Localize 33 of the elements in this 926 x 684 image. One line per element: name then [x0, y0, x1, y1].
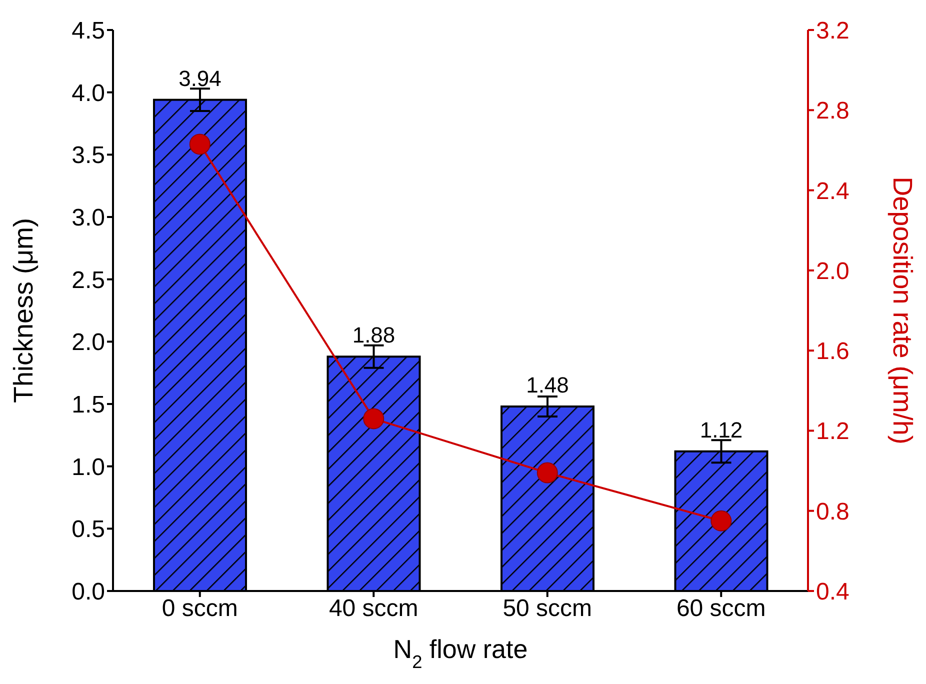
y-tick-label: 2.5: [72, 266, 105, 294]
y2-tick-label: 2.0: [816, 258, 850, 285]
x-tick-label: 50 sccm: [502, 595, 592, 622]
y-tick-label: 0.5: [72, 516, 105, 544]
data-label: 1.48: [526, 372, 569, 398]
y-tick-label: 2.0: [72, 329, 105, 356]
point: [536, 462, 558, 484]
y2-axis-title: Deposition rate (μm/h): [887, 176, 918, 444]
data-label: 3.94: [178, 66, 222, 91]
x-tick-label: 60 sccm: [676, 595, 766, 622]
x-axis-title: N$_{2}$ flow rate: [393, 634, 528, 672]
y2-tick-label: 0.4: [816, 578, 850, 606]
point: [189, 134, 210, 155]
y-tick-label: 1.5: [72, 392, 105, 419]
y2-tick-label: 1.2: [816, 418, 850, 446]
y-tick-label: 3.0: [72, 204, 105, 232]
x-tick-label: 40 sccm: [328, 595, 418, 622]
y2-tick-label: 3.2: [816, 18, 850, 45]
y-tick-label: 1.0: [72, 454, 105, 481]
x-tick-label: 0 sccm: [162, 595, 238, 622]
y2-tick-label: 2.8: [816, 98, 850, 125]
y2-tick-label: 2.4: [816, 178, 850, 205]
y-tick-label: 4.5: [72, 18, 105, 45]
point: [363, 408, 384, 430]
data-label: 1.88: [352, 322, 396, 348]
data-label: 1.12: [700, 417, 743, 442]
y2-tick-label: 0.8: [816, 498, 850, 526]
y2-tick-label: 1.6: [816, 338, 850, 366]
point: [710, 510, 732, 532]
y-tick-label: 3.5: [72, 142, 105, 170]
y-tick-label: 0.0: [72, 578, 105, 606]
y-axis-title: Thickness (μm): [8, 218, 39, 404]
y-tick-label: 4.0: [72, 80, 105, 107]
